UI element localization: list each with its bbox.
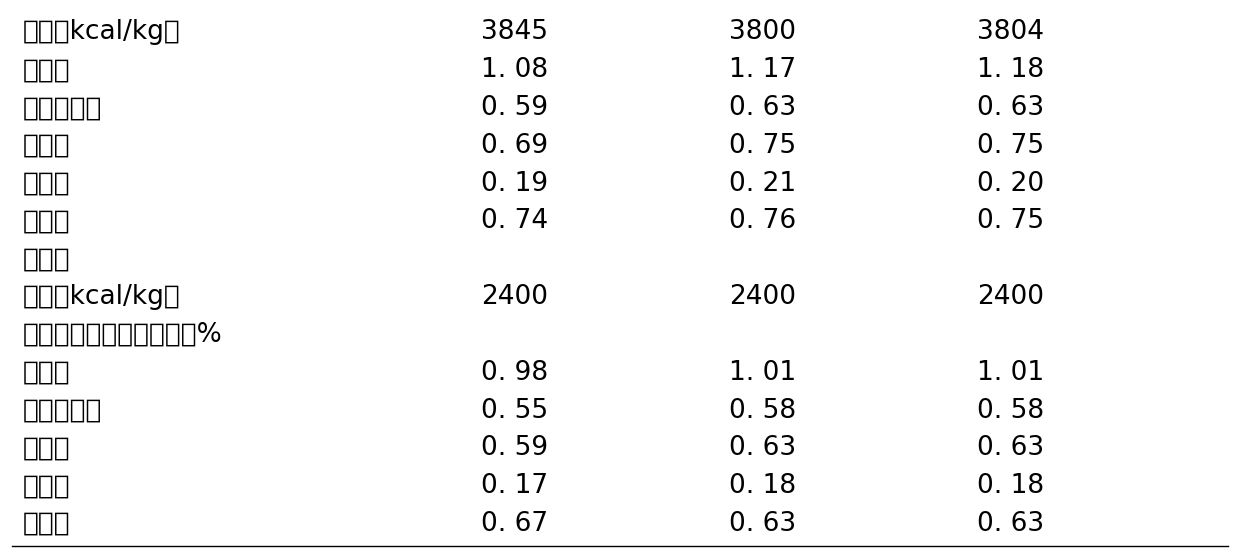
Text: 0. 63: 0. 63 <box>977 435 1044 461</box>
Text: 0. 20: 0. 20 <box>977 171 1044 197</box>
Text: 0. 67: 0. 67 <box>481 511 548 537</box>
Text: 0. 69: 0. 69 <box>481 133 548 159</box>
Text: 1. 01: 1. 01 <box>729 360 796 386</box>
Text: 苏氨酸: 苏氨酸 <box>22 435 69 461</box>
Text: 0. 63: 0. 63 <box>729 511 796 537</box>
Text: 赖氨酸: 赖氨酸 <box>22 57 69 83</box>
Text: 0. 63: 0. 63 <box>977 95 1044 121</box>
Text: 0. 63: 0. 63 <box>977 511 1044 537</box>
Text: 含硫氨基酸: 含硫氨基酸 <box>22 95 102 121</box>
Text: 缬氨酸: 缬氨酸 <box>22 511 69 537</box>
Text: 2400: 2400 <box>729 284 796 310</box>
Text: 0. 75: 0. 75 <box>977 208 1044 235</box>
Text: 标准回肠可消化氨基酸，%: 标准回肠可消化氨基酸，% <box>22 322 222 348</box>
Text: 2400: 2400 <box>977 284 1044 310</box>
Text: 0. 21: 0. 21 <box>729 171 796 197</box>
Text: 1. 17: 1. 17 <box>729 57 796 83</box>
Text: 0. 63: 0. 63 <box>729 435 796 461</box>
Text: 0. 75: 0. 75 <box>729 133 796 159</box>
Text: 0. 55: 0. 55 <box>481 398 548 424</box>
Text: 0. 63: 0. 63 <box>729 95 796 121</box>
Text: 3804: 3804 <box>977 19 1044 46</box>
Text: 3800: 3800 <box>729 19 796 46</box>
Text: 0. 58: 0. 58 <box>729 398 796 424</box>
Text: 0. 74: 0. 74 <box>481 208 548 235</box>
Text: 1. 08: 1. 08 <box>481 57 548 83</box>
Text: 0. 19: 0. 19 <box>481 171 548 197</box>
Text: 0. 18: 0. 18 <box>729 473 796 499</box>
Text: 2400: 2400 <box>481 284 548 310</box>
Text: 0. 76: 0. 76 <box>729 208 796 235</box>
Text: 0. 58: 0. 58 <box>977 398 1044 424</box>
Text: 1. 18: 1. 18 <box>977 57 1044 83</box>
Text: 总能（kcal/kg）: 总能（kcal/kg） <box>22 19 180 46</box>
Text: 0. 59: 0. 59 <box>481 435 548 461</box>
Text: 含硫氨基酸: 含硫氨基酸 <box>22 398 102 424</box>
Text: 1. 01: 1. 01 <box>977 360 1044 386</box>
Text: 赖氨酸: 赖氨酸 <box>22 360 69 386</box>
Text: 0. 17: 0. 17 <box>481 473 548 499</box>
Text: 净能（kcal/kg）: 净能（kcal/kg） <box>22 284 180 310</box>
Text: 0. 59: 0. 59 <box>481 95 548 121</box>
Text: 色氨酸: 色氨酸 <box>22 171 69 197</box>
Text: 色氨酸: 色氨酸 <box>22 473 69 499</box>
Text: 3845: 3845 <box>481 19 548 46</box>
Text: 计算值: 计算值 <box>22 246 69 272</box>
Text: 0. 75: 0. 75 <box>977 133 1044 159</box>
Text: 0. 98: 0. 98 <box>481 360 548 386</box>
Text: 缬氨酸: 缬氨酸 <box>22 208 69 235</box>
Text: 0. 18: 0. 18 <box>977 473 1044 499</box>
Text: 苏氨酸: 苏氨酸 <box>22 133 69 159</box>
